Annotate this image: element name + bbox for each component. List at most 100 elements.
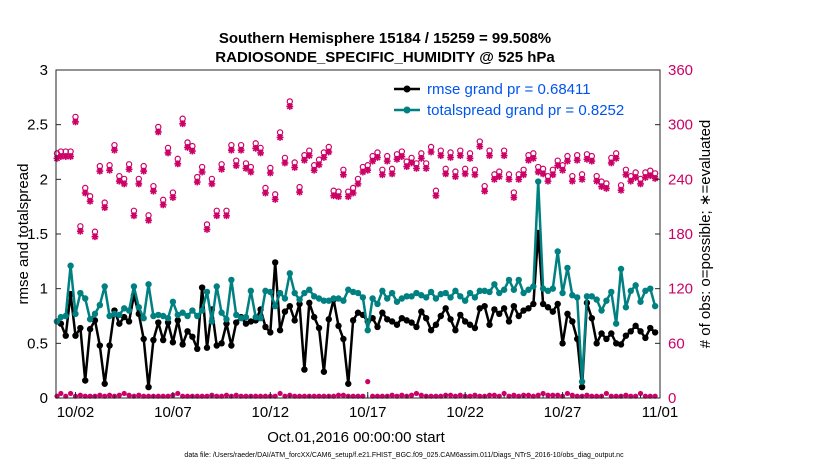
y-tick-label: 3 [40, 62, 48, 79]
obs-evaluated-stroke [559, 167, 566, 174]
obs-evaluated-point [154, 128, 162, 136]
obs-baseline-point [379, 393, 385, 399]
obs-evaluated-point [276, 134, 284, 141]
obs-evaluated-stroke [218, 166, 225, 173]
totalspread-point [369, 295, 376, 302]
obs-evaluated-point [164, 149, 172, 157]
obs-evaluated-stroke [457, 152, 464, 159]
rmse-point [608, 330, 615, 337]
obs-evaluated-point [150, 187, 157, 195]
obs-baseline-point [370, 393, 376, 399]
obs-evaluated-point [237, 146, 245, 154]
totalspread-point [111, 310, 118, 318]
obs-evaluated-stroke [486, 152, 493, 159]
obs-baseline-point [399, 392, 405, 398]
obs-evaluated-stroke [354, 180, 362, 188]
obs-baseline-point [199, 393, 205, 399]
totalspread-point [77, 289, 84, 297]
totalspread-point [442, 289, 449, 297]
obs-baseline-point [574, 393, 580, 399]
obs-evaluated-stroke [613, 155, 620, 162]
obs-baseline-point [68, 390, 74, 397]
obs-evaluated-point [568, 177, 576, 185]
obs-evaluated-stroke [617, 187, 625, 194]
obs-evaluated-stroke [588, 157, 595, 165]
obs-baseline-point [374, 393, 381, 399]
obs-evaluated-point [193, 178, 201, 186]
obs-evaluated-point [607, 159, 615, 167]
obs-evaluated-stroke [520, 171, 527, 178]
obs-evaluated-stroke [203, 226, 211, 233]
obs-evaluated-point [106, 166, 113, 174]
totalspread-point [388, 289, 396, 297]
obs-baseline-point [87, 393, 93, 399]
obs-evaluated-point [91, 233, 99, 241]
obs-evaluated-point [81, 189, 89, 197]
obs-evaluated-stroke [325, 148, 332, 156]
obs-evaluated-stroke [413, 165, 420, 172]
obs-baseline-point [530, 393, 536, 399]
obs-evaluated-stroke [101, 204, 108, 211]
totalspread-point [340, 297, 347, 304]
obs-baseline-point [365, 379, 371, 385]
y-right-tick-label: 360 [668, 62, 693, 79]
obs-baseline-point [126, 392, 132, 398]
totalspread-point [301, 289, 308, 297]
rmse-point [559, 340, 566, 347]
obs-baseline-point [525, 392, 532, 398]
obs-evaluated-point [529, 154, 537, 162]
totalspread-point [432, 295, 440, 302]
totalspread-point [393, 298, 401, 305]
totalspread-point [296, 296, 303, 303]
obs-evaluated-stroke [86, 198, 94, 205]
obs-evaluated-stroke [67, 153, 74, 160]
x-tick-label: 10/12 [252, 404, 290, 421]
obs-baseline-point [219, 393, 225, 399]
obs-evaluated-stroke [286, 103, 293, 110]
x-tick-label: 10/02 [57, 404, 95, 421]
totalspread-point [67, 262, 74, 269]
obs-evaluated-point [408, 159, 415, 167]
y-tick-label: 2 [40, 171, 48, 188]
obs-evaluated-point [495, 173, 503, 180]
rmse-point [281, 308, 289, 315]
totalspread-point [155, 311, 162, 319]
rmse-point [637, 328, 644, 335]
rmse-point [189, 333, 196, 340]
totalspread-point [276, 289, 284, 297]
obs-evaluated-stroke [155, 128, 162, 136]
totalspread-point [72, 310, 79, 318]
rmse-point [247, 318, 255, 325]
obs-evaluated-stroke [583, 156, 591, 163]
obs-evaluated-stroke [515, 176, 522, 183]
obs-baseline-point [472, 392, 478, 398]
obs-evaluated-point [564, 157, 571, 165]
obs-evaluated-point [461, 170, 469, 178]
totalspread-point [466, 289, 474, 297]
obs-evaluated-point [476, 143, 484, 150]
totalspread-point [330, 295, 337, 302]
obs-baseline-point [496, 393, 502, 399]
obs-evaluated-stroke [57, 153, 64, 160]
obs-evaluated-stroke [574, 157, 581, 164]
obs-evaluated-stroke [345, 193, 352, 200]
x-axis-label: Oct.01,2016 00:00:00 start [267, 429, 445, 446]
legend-spread-label: totalspread grand pr = 0.8252 [427, 102, 624, 119]
obs-baseline-point [121, 390, 127, 397]
obs-baseline-point [292, 393, 298, 399]
obs-evaluated-point [247, 168, 255, 176]
legend: rmse grand pr = 0.68411 totalspread gran… [394, 81, 624, 119]
rmse-point [627, 328, 634, 335]
obs-evaluated-stroke [408, 159, 415, 167]
totalspread-point [647, 285, 654, 292]
obs-evaluated-point [125, 165, 133, 173]
obs-baseline-point [63, 393, 69, 399]
plot-area [56, 70, 660, 398]
y-tick-label: 1 [40, 281, 48, 298]
y-tick-label: 0 [40, 390, 48, 407]
obs-baseline-point [160, 393, 166, 399]
rmse-point [286, 302, 294, 310]
obs-baseline-point [77, 392, 83, 398]
rmse-point [198, 284, 206, 291]
obs-evaluated-stroke [564, 157, 571, 165]
